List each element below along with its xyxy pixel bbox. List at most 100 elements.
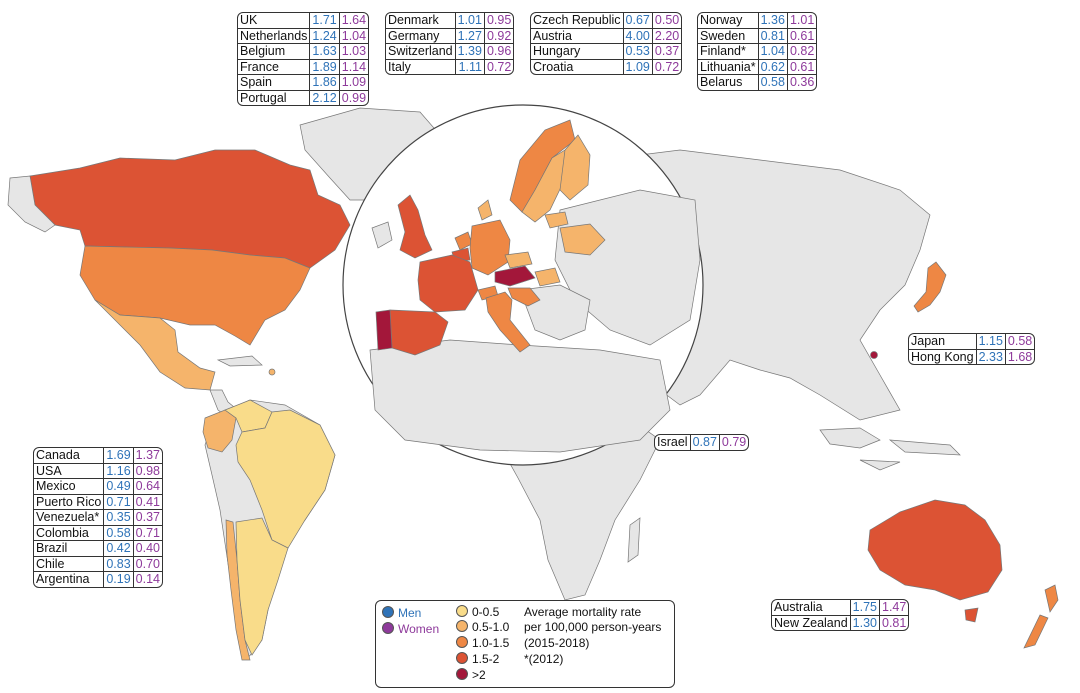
madagascar [627,517,641,563]
men-rate-cell: 2.12 [310,89,340,105]
men-rate-cell: 1.24 [310,27,340,43]
bin-swatch-3 [456,652,468,664]
country-cell: Switzerland [386,43,456,59]
country-cell: Italy [386,58,456,74]
men-rate-cell: 0.58 [104,524,134,540]
women-rate-cell: 0.70 [133,555,162,571]
men-rate-cell: 0.87 [691,435,720,450]
table-row: Mexico 0.49 0.64 [34,478,162,494]
men-dot [382,606,394,618]
table-oceania: Australia 1.75 1.47 New Zealand 1.30 0.81 [771,599,910,631]
men-rate-cell: 0.42 [104,540,134,556]
table-row: Brazil 0.42 0.40 [34,540,162,556]
usa [79,245,311,346]
inset-hungary [534,267,561,287]
cuba [216,355,263,367]
mexico [94,299,216,391]
legend-women: Women [382,622,439,636]
women-rate-cell: 0.41 [133,493,162,509]
inset-uk [397,194,433,259]
men-rate-cell: 1.15 [977,334,1006,349]
women-rate-cell: 0.99 [339,89,369,105]
country-cell: Lithuania* [698,58,759,74]
men-rate-cell: 0.62 [758,58,788,74]
table-row: Italy 1.11 0.72 [386,58,514,74]
table-row: Croatia 1.09 0.72 [531,58,682,74]
women-rate-cell: 0.82 [787,43,817,58]
country-cell: Mexico [34,478,105,494]
men-rate-cell: 1.30 [850,614,880,630]
women-rate-cell: 0.61 [787,27,817,43]
legend-bin-2: 1.0-1.5 [456,636,509,650]
women-rate-cell: 1.14 [339,58,369,74]
men-rate-cell: 1.89 [310,58,340,74]
country-cell: UK [238,13,311,28]
men-rate-cell: 1.86 [310,74,340,90]
table-row: Czech Republic 0.67 0.50 [531,13,681,28]
puerto-rico [268,368,276,376]
chile [225,519,251,661]
bin-swatch-2 [456,636,468,648]
argentina [235,517,289,656]
women-rate-cell: 0.37 [652,43,682,58]
women-rate-cell: 0.92 [484,27,514,43]
women-rate-cell: 1.47 [882,600,907,614]
men-rate-cell: 1.27 [455,27,485,43]
table-europe-west: UK 1.71 1.64 Netherlands 1.24 1.04 Belgium 1.63… [237,12,370,106]
women-rate-cell: 0.96 [484,43,514,58]
country-cell: Puerto Rico [34,493,105,509]
country-cell: Denmark [386,13,456,28]
country-cell: Chile [34,555,105,571]
country-cell: Hong Kong [909,348,977,364]
country-cell: Czech Republic [531,13,624,28]
brazil [235,409,336,549]
table-row: Belgium 1.63 1.03 [238,43,369,59]
women-rate-cell: 0.50 [654,13,680,27]
women-rate-cell: 0.40 [133,540,162,555]
country-cell: Venezuela* [34,509,105,525]
country-cell: Portugal [238,89,311,105]
women-rate-cell: 0.37 [133,509,162,524]
country-cell: France [238,58,311,74]
table-europe-north: Norway 1.36 1.01 Sweden 0.81 0.61 Finland* 1.04… [697,12,818,91]
men-rate-cell: 0.67 [624,13,653,28]
women-rate-cell: 1.04 [339,27,369,43]
country-cell: Germany [386,27,456,43]
women-rate-cell: 0.36 [787,74,817,89]
legend-bin-0: 0-0.5 [456,605,499,619]
women-rate-cell: 0.72 [652,58,682,74]
women-rate-cell: 1.64 [341,13,367,27]
inset-ireland [371,221,393,249]
table-row: Netherlands 1.24 1.04 [238,27,369,43]
table-row: Israel 0.87 0.79 [655,435,748,450]
women-rate-cell: 1.01 [789,13,815,27]
inset-belarus [559,223,606,256]
men-rate-cell: 1.75 [851,600,880,615]
women-rate-cell: 0.98 [133,462,162,478]
men-rate-cell: 1.16 [104,462,134,478]
legend-title-line-3: *(2012) [524,652,564,666]
table-row: Spain 1.86 1.09 [238,74,369,90]
country-cell: Norway [698,13,759,28]
table-row: Puerto Rico 0.71 0.41 [34,493,162,509]
table-row: Canada 1.69 1.37 [34,448,162,463]
women-rate-cell: 1.03 [339,43,369,58]
men-rate-cell: 4.00 [623,27,653,43]
inset-portugal [375,309,393,351]
men-rate-cell: 0.81 [758,27,788,43]
bin-label-0: 0-0.5 [472,605,500,619]
men-rate-cell: 0.71 [104,493,134,509]
legend-bin-1: 0.5-1.0 [456,620,509,634]
country-cell: New Zealand [772,614,851,630]
country-cell: Austria [531,27,624,43]
men-rate-cell: 2.33 [976,348,1006,364]
bin-label-2: 1.0-1.5 [472,636,510,650]
bin-swatch-1 [456,620,468,632]
inset-lithuania [544,211,569,229]
japan [913,261,947,313]
country-cell: Belgium [238,43,311,59]
legend-title-line-2: (2015-2018) [524,636,590,650]
country-cell: Colombia [34,524,105,540]
inset-austria [494,265,536,287]
